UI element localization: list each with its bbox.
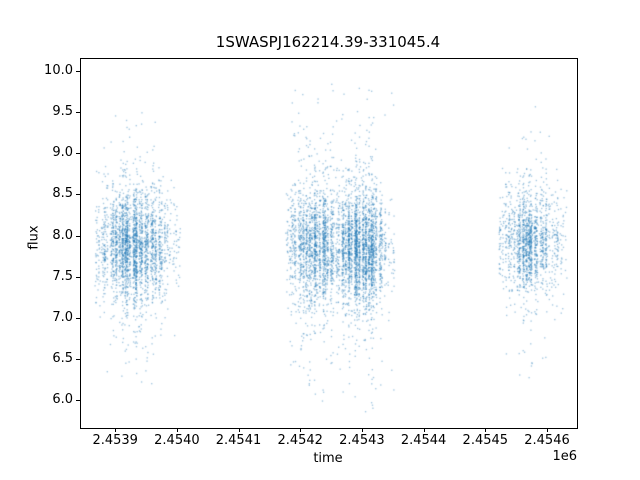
y-tick-mark [76,71,80,73]
y-tick-label: 8.5 [52,186,73,202]
x-tick-mark [176,428,178,432]
y-tick-mark [76,276,80,278]
x-tick-label: 2.4545 [462,433,509,448]
x-tick-mark [300,428,302,432]
x-tick-mark [115,428,117,432]
y-tick-label: 9.0 [52,145,73,161]
y-tick-mark [76,194,80,196]
x-tick-label: 2.4539 [92,433,138,448]
y-tick-label: 8.0 [52,227,73,243]
plot-area [80,58,578,429]
y-tick-label: 9.5 [52,104,73,120]
y-tick-label: 6.0 [52,391,73,407]
y-tick-mark [76,112,80,114]
y-tick-mark [76,399,80,401]
x-tick-mark [547,428,548,432]
y-tick-mark [76,153,80,155]
x-tick-mark [423,428,425,432]
x-tick-label: 2.4542 [277,433,323,448]
y-tick-mark [76,317,80,319]
y-tick-label: 7.5 [52,268,73,284]
y-tick-label: 10.0 [44,63,73,79]
x-tick-label: 2.4540 [154,433,200,448]
x-axis-label: time [313,451,343,466]
x-tick-label: 2.4546 [524,433,570,448]
x-tick-mark [238,428,240,432]
chart-title: 1SWASPJ162214.39-331045.4 [215,33,441,51]
y-tick-label: 6.5 [52,350,73,366]
x-axis-offset-label: 1e6 [552,449,577,464]
x-tick-label: 2.4543 [339,433,385,448]
x-tick-label: 2.4544 [400,433,447,448]
y-tick-mark [76,358,80,360]
x-tick-label: 2.4541 [215,433,262,448]
y-tick-label: 7.0 [52,309,73,325]
x-tick-mark [485,428,487,432]
scatter-points-canvas [81,59,577,428]
y-tick-mark [76,235,80,237]
x-tick-mark [361,428,363,432]
